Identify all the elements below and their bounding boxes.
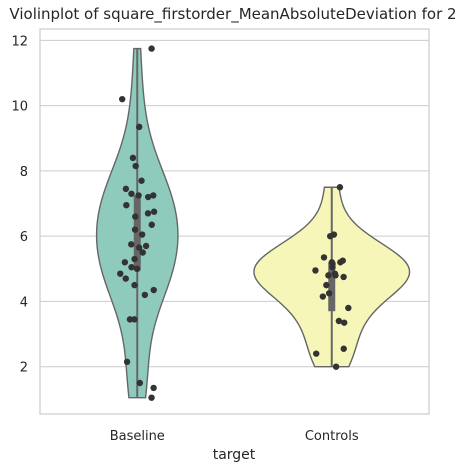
- point-baseline: [148, 45, 155, 52]
- point-baseline: [135, 192, 142, 199]
- point-baseline: [150, 208, 158, 215]
- point-controls: [325, 290, 333, 297]
- point-baseline: [131, 316, 138, 323]
- point-baseline: [128, 263, 135, 271]
- point-baseline: [139, 249, 146, 256]
- y-tick-2: 2: [20, 361, 28, 376]
- x-axis-label: target: [213, 447, 256, 463]
- y-tick-10: 10: [11, 100, 28, 115]
- chart-title: Violinplot of square_firstorder_MeanAbso…: [9, 5, 456, 24]
- point-baseline: [122, 185, 130, 193]
- point-baseline: [123, 358, 131, 365]
- point-baseline: [144, 193, 152, 201]
- inner-boxes: [133, 48, 336, 398]
- point-baseline: [132, 213, 139, 220]
- point-baseline: [136, 379, 144, 387]
- point-baseline: [136, 123, 143, 131]
- point-baseline: [142, 242, 150, 250]
- point-baseline: [148, 394, 155, 401]
- x-tick-baseline: Baseline: [110, 429, 165, 444]
- point-baseline: [131, 281, 138, 289]
- point-controls: [319, 293, 327, 300]
- point-baseline: [150, 192, 157, 199]
- point-baseline: [121, 259, 129, 266]
- x-tick-controls: Controls: [305, 429, 359, 444]
- point-baseline: [117, 270, 124, 277]
- point-controls: [313, 350, 320, 357]
- point-baseline: [150, 286, 157, 294]
- point-baseline: [133, 265, 141, 273]
- point-controls: [312, 267, 319, 274]
- point-controls: [323, 281, 330, 289]
- iqr-box-baseline: [133, 195, 141, 271]
- point-baseline: [122, 275, 129, 282]
- x-tick-labels: Baseline Controls: [110, 429, 359, 444]
- point-controls: [336, 184, 344, 191]
- point-baseline: [138, 177, 145, 184]
- y-tick-8: 8: [20, 165, 28, 180]
- y-tick-labels: 2 4 6 8 10 12: [11, 34, 28, 375]
- point-controls: [340, 345, 347, 352]
- point-controls: [340, 273, 347, 281]
- y-tick-6: 6: [20, 230, 28, 245]
- point-baseline: [131, 226, 139, 233]
- data-points: [117, 45, 352, 401]
- point-baseline: [138, 231, 146, 238]
- point-controls: [327, 232, 334, 240]
- grid-lines: [40, 39, 429, 368]
- point-controls: [329, 263, 336, 271]
- iqr-box-controls: [328, 262, 336, 312]
- y-tick-12: 12: [11, 34, 28, 49]
- point-baseline: [129, 154, 137, 162]
- point-baseline: [141, 291, 149, 299]
- point-controls: [320, 254, 328, 261]
- y-tick-4: 4: [20, 295, 28, 310]
- point-baseline: [135, 244, 143, 251]
- point-controls: [332, 272, 339, 279]
- point-baseline: [119, 95, 126, 103]
- point-baseline: [131, 255, 138, 263]
- point-baseline: [150, 384, 157, 392]
- point-baseline: [128, 241, 135, 248]
- point-controls: [337, 259, 344, 266]
- point-baseline: [123, 201, 130, 209]
- point-controls: [325, 272, 332, 279]
- point-controls: [340, 319, 348, 326]
- point-controls: [332, 363, 340, 370]
- point-baseline: [126, 316, 134, 323]
- point-controls: [335, 317, 343, 325]
- point-controls: [345, 304, 352, 312]
- plot-frame: [39, 28, 430, 415]
- point-baseline: [148, 221, 155, 228]
- violins: [95, 47, 411, 399]
- point-baseline: [128, 190, 135, 197]
- point-baseline: [144, 210, 152, 217]
- point-baseline: [132, 162, 139, 170]
